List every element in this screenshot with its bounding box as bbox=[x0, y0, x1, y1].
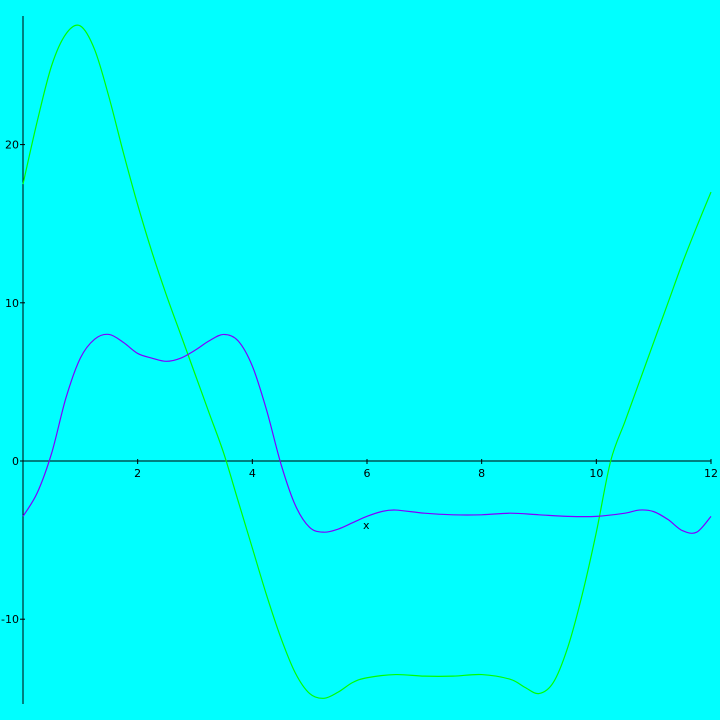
x-tick-label: 8 bbox=[478, 467, 485, 480]
x-tick-label: 10 bbox=[589, 467, 603, 480]
axes bbox=[22, 16, 711, 704]
x-ticks: 2 4 6 8 10 12 bbox=[134, 459, 718, 480]
x-tick-label: 12 bbox=[704, 467, 718, 480]
x-tick-label: 6 bbox=[364, 467, 371, 480]
y-ticks: -10 0 10 20 bbox=[1, 139, 25, 626]
series-line-2 bbox=[22, 333, 712, 534]
y-tick-label: -10 bbox=[1, 613, 19, 626]
x-tick-label: 2 bbox=[134, 467, 141, 480]
series-group bbox=[22, 24, 712, 699]
x-axis-label: x bbox=[363, 519, 370, 532]
y-tick-label: 0 bbox=[12, 455, 19, 468]
x-tick-label: 4 bbox=[249, 467, 256, 480]
series-line-1 bbox=[22, 24, 712, 699]
y-tick-label: 10 bbox=[5, 297, 19, 310]
y-tick-label: 20 bbox=[5, 139, 19, 152]
